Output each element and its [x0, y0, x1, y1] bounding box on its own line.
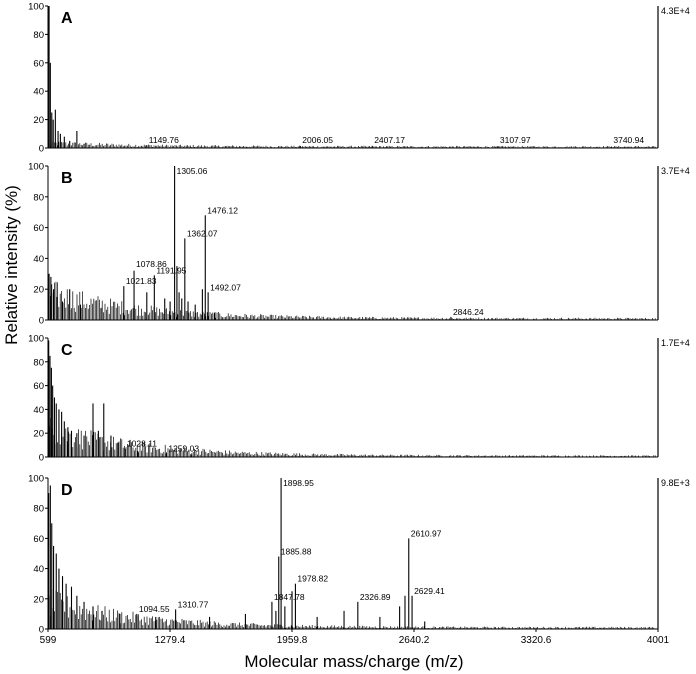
intensity-scale-label: 4.3E+4 [661, 6, 690, 16]
y-tick-label: 20 [33, 429, 44, 440]
y-tick-label: 100 [28, 162, 44, 173]
peak-label: 2846.24 [453, 307, 484, 317]
y-tick-label: 60 [33, 58, 44, 69]
peak-label: 1847.78 [274, 592, 305, 602]
peak-label: 2006.05 [302, 135, 333, 145]
x-tick-label: 1279.4 [155, 635, 186, 646]
x-tick-label: 599 [40, 635, 57, 646]
panel-title: B [61, 170, 73, 187]
intensity-scale-label: 3.7E+4 [661, 166, 690, 176]
y-tick-label: 80 [33, 357, 44, 368]
panel-title: D [61, 482, 73, 499]
noise-trace [48, 281, 656, 320]
peak-label: 1310.77 [178, 599, 209, 609]
x-tick-label: 2640.2 [399, 635, 430, 646]
x-axis-title: Molecular mass/charge (m/z) [244, 652, 463, 671]
y-tick-label: 20 [33, 115, 44, 126]
y-tick-label: 40 [33, 87, 44, 98]
y-tick-label: 0 [39, 453, 44, 464]
peak-label: 3107.97 [500, 135, 531, 145]
x-tick-label: 1959.8 [277, 635, 308, 646]
intensity-scale-label: 1.7E+4 [661, 338, 690, 348]
peak-label: 1476.12 [207, 205, 238, 215]
peak-label: 1028.11 [127, 439, 157, 449]
y-tick-label: 80 [33, 30, 44, 41]
y-tick-label: 60 [33, 223, 44, 234]
peak-label: 2610.97 [411, 528, 442, 538]
peak-label: 1078.86 [136, 259, 167, 269]
y-tick-label: 0 [39, 625, 44, 636]
y-tick-label: 40 [33, 564, 44, 575]
panel-title: C [61, 342, 73, 359]
peak-label: 3740.94 [613, 135, 644, 145]
noise-trace [48, 140, 656, 148]
y-tick-label: 0 [39, 316, 44, 327]
intensity-scale-label: 9.8E+3 [661, 478, 690, 488]
y-tick-label: 100 [28, 2, 44, 13]
x-ticks: 599 1279.4 1959.8 2640.2 3320.6 4001 [40, 629, 670, 646]
peak-label: 1885.88 [281, 547, 312, 557]
y-tick-label: 80 [33, 504, 44, 515]
peak-label: 1191.95 [156, 265, 186, 275]
y-tick-label: 60 [33, 381, 44, 392]
y-tick-label: 40 [33, 254, 44, 265]
peak-label: 1898.95 [283, 478, 314, 488]
peak-label: 1259.03 [168, 443, 199, 453]
spectra-panels: 0 20 40 60 80 100 1149.76 2006.05 2407.17 3107.97… [28, 2, 690, 647]
peak-label: 1362.07 [187, 228, 218, 238]
peak-label: 1021.83 [126, 276, 157, 286]
x-tick-label: 3320.6 [521, 635, 552, 646]
noise-trace [48, 418, 656, 457]
panel-c: 0 20 40 60 80 100 1028.11 1259.03 C 1.7E+4 [28, 334, 690, 464]
peak-label: 2407.17 [374, 135, 405, 145]
panel-a: 0 20 40 60 80 100 1149.76 2006.05 2407.17 3107.97… [28, 2, 690, 155]
panel-title: A [61, 10, 73, 27]
y-tick-label: 100 [28, 474, 44, 485]
y-tick-label: 20 [33, 285, 44, 296]
peak-label: 2326.89 [360, 592, 391, 602]
peak-label: 1305.06 [177, 166, 208, 176]
peak-label: 1094.55 [139, 604, 170, 614]
peak-label: 1978.82 [297, 574, 328, 584]
y-tick-label: 20 [33, 594, 44, 605]
y-axis-title: Relative intensity (%) [2, 185, 21, 345]
peak-label: 1492.07 [210, 282, 241, 292]
y-tick-label: 0 [39, 144, 44, 155]
y-tick-label: 100 [28, 334, 44, 345]
y-tick-label: 60 [33, 534, 44, 545]
y-tick-label: 80 [33, 192, 44, 203]
peak-label: 2629.41 [414, 586, 445, 596]
panel-d: 0 20 40 60 80 100 1898.95 2610.97 1885.88 1978.82… [28, 474, 690, 636]
x-tick-label: 4001 [647, 635, 670, 646]
peak-label: 1149.76 [149, 135, 179, 145]
y-tick-label: 40 [33, 405, 44, 416]
panel-b: 0 20 40 60 80 100 1305.06 1476.12 1362.07 1078.86… [28, 162, 690, 327]
